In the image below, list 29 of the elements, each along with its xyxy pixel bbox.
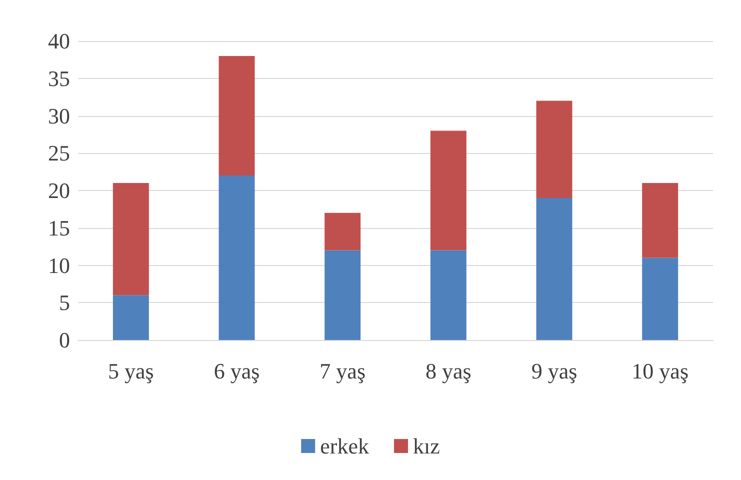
bar bbox=[218, 56, 255, 176]
bar bbox=[324, 212, 361, 250]
x-tick-label: 7 yaş bbox=[320, 358, 366, 384]
x-tick-label: 5 yaş bbox=[108, 358, 154, 384]
y-tick-label: 20 bbox=[48, 178, 70, 203]
y-tick-label: 15 bbox=[48, 215, 70, 240]
bar bbox=[218, 176, 255, 340]
bar bbox=[430, 250, 466, 340]
bar bbox=[642, 258, 678, 340]
bar bbox=[642, 183, 678, 258]
x-tick-label: 9 yaş bbox=[531, 358, 578, 384]
y-tick-label: 0 bbox=[59, 328, 70, 352]
x-tick-label: 8 yaş bbox=[426, 358, 472, 384]
bar bbox=[430, 130, 466, 250]
bar bbox=[112, 183, 149, 296]
bar bbox=[536, 198, 572, 340]
legend-label: kız bbox=[412, 434, 440, 458]
y-tick-label: 10 bbox=[48, 252, 70, 278]
y-tick-label: 35 bbox=[48, 66, 70, 91]
legend-label: erkek bbox=[320, 434, 369, 458]
y-tick-label: 5 bbox=[59, 290, 70, 316]
y-tick-label: 25 bbox=[48, 140, 70, 166]
bar bbox=[536, 100, 572, 198]
x-tick-label: 6 yaş bbox=[214, 358, 260, 384]
y-tick-label: 30 bbox=[48, 103, 70, 128]
x-tick-label: 10 yaş bbox=[632, 358, 688, 384]
bar bbox=[324, 250, 361, 340]
bar bbox=[112, 295, 149, 340]
y-tick-label: 40 bbox=[48, 28, 70, 54]
